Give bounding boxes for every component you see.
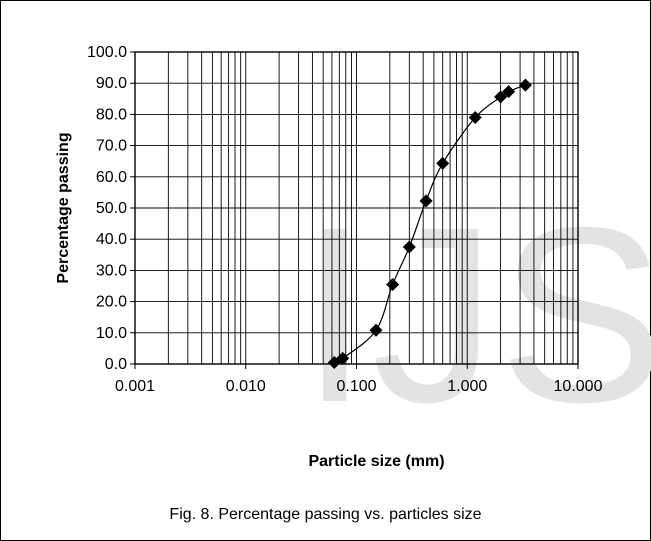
y-tick-label: 50.0 bbox=[96, 200, 127, 217]
series-line bbox=[334, 84, 526, 364]
figure-caption: Fig. 8. Percentage passing vs. particles… bbox=[169, 506, 482, 523]
y-tick-label: 40.0 bbox=[96, 231, 127, 248]
y-tick-label: 80.0 bbox=[96, 106, 127, 123]
grid-lines bbox=[135, 51, 578, 365]
y-tick-label: 100.0 bbox=[87, 44, 127, 61]
data-point-diamond bbox=[502, 85, 516, 99]
y-tick-label: 60.0 bbox=[96, 169, 127, 186]
data-point-diamond bbox=[369, 323, 383, 337]
y-tick-label: 10.0 bbox=[96, 325, 127, 342]
x-tick-label: 0.001 bbox=[115, 378, 155, 395]
data-point-diamond bbox=[336, 351, 350, 365]
y-tick-label: 30.0 bbox=[96, 262, 127, 279]
data-point-diamond bbox=[468, 111, 482, 125]
data-point-diamond bbox=[402, 240, 416, 254]
data-point-diamond bbox=[518, 78, 532, 92]
x-tick-label: 1.000 bbox=[447, 378, 487, 395]
x-tick-label: 10.000 bbox=[554, 378, 603, 395]
y-axis-title: Percentage passing bbox=[55, 132, 72, 283]
x-tick-label: 0.010 bbox=[226, 378, 266, 395]
data-point-diamond bbox=[494, 90, 508, 104]
y-tick-label: 0.0 bbox=[105, 356, 127, 373]
data-point-diamond bbox=[386, 277, 400, 291]
data-point-diamond bbox=[436, 156, 450, 170]
y-tick-label: 90.0 bbox=[96, 75, 127, 92]
x-axis-title: Particle size (mm) bbox=[308, 453, 444, 470]
data-point-diamond bbox=[419, 194, 433, 208]
x-tick-label: 0.100 bbox=[336, 378, 376, 395]
y-tick-label: 70.0 bbox=[96, 138, 127, 155]
y-tick-label: 20.0 bbox=[96, 294, 127, 311]
